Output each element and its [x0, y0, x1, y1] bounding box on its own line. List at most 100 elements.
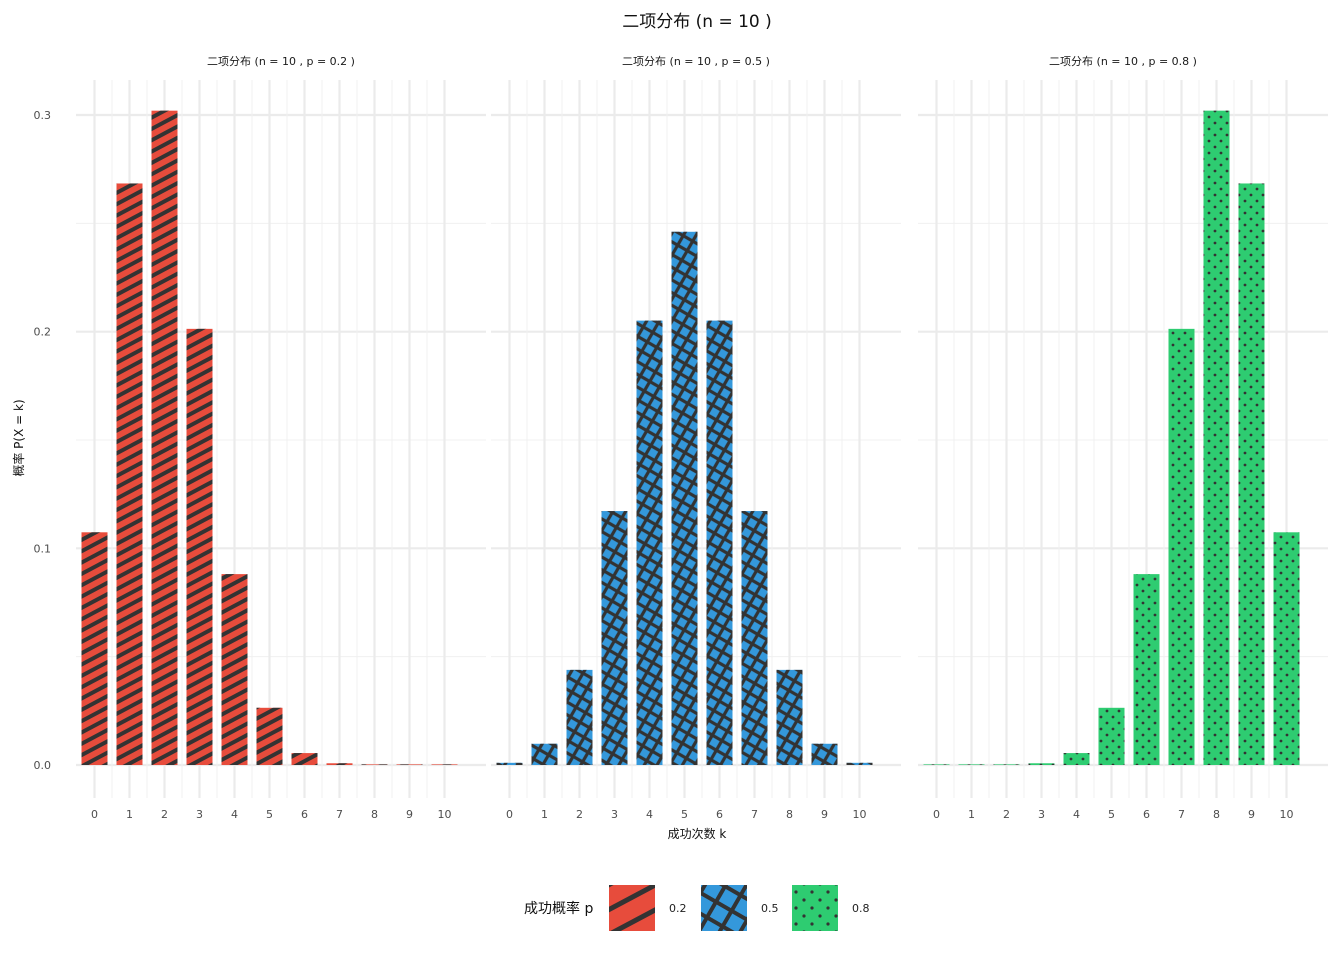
x-tick-label: 2	[161, 808, 168, 821]
bar-pattern	[993, 764, 1020, 765]
chart-title: 二项分布 (n = 10 )	[622, 12, 772, 32]
x-tick-label: 6	[1143, 808, 1150, 821]
legend-entry-label: 0.2	[669, 902, 687, 915]
bar-pattern	[496, 762, 523, 765]
grid	[918, 80, 1328, 798]
x-tick-label: 3	[196, 808, 203, 821]
x-tick-label: 8	[371, 808, 378, 821]
bar-pattern	[776, 669, 803, 765]
legend-swatch-pattern	[792, 885, 838, 931]
x-tick-label: 5	[1108, 808, 1115, 821]
x-tick-label: 7	[336, 808, 343, 821]
bar-pattern	[221, 574, 248, 765]
x-tick-label: 0	[933, 808, 940, 821]
bar-pattern	[846, 762, 873, 765]
facet-panel-1: 二项分布 (n = 10 , p = 0.2 )0 1 2 3 4 5 6 7 8 9 100.00…	[34, 55, 486, 821]
bars	[496, 231, 873, 766]
bar-pattern	[1168, 328, 1195, 765]
bar-pattern	[1063, 753, 1090, 765]
bar-pattern	[706, 320, 733, 765]
x-tick-label: 4	[231, 808, 238, 821]
x-axis-label: 成功次数 k	[668, 826, 727, 841]
bar-pattern	[396, 764, 423, 765]
legend-swatch-pattern	[609, 885, 655, 931]
bar-pattern	[116, 183, 143, 765]
bar-pattern	[256, 707, 283, 765]
legend-title: 成功概率 p	[524, 900, 593, 917]
x-tick-label: 6	[301, 808, 308, 821]
x-tick-label: 9	[1248, 808, 1255, 821]
grid	[491, 80, 901, 798]
x-tick-labels: 0 1 2 3 4 5 6 7 8 9 10	[506, 808, 867, 821]
legend-key-0.8: 0.8	[792, 885, 870, 931]
bars	[923, 110, 1300, 765]
bar-pattern	[811, 743, 838, 765]
bar-pattern	[636, 320, 663, 765]
facet-panel-2: 二项分布 (n = 10 , p = 0.5 ) 0 1 2 3 4 5 6 7 8 9 10	[491, 55, 901, 821]
x-tick-label: 2	[1003, 808, 1010, 821]
bar-pattern	[1098, 707, 1125, 765]
legend-entry-label: 0.8	[852, 902, 870, 915]
x-tick-label: 10	[1280, 808, 1294, 821]
bar-pattern	[1273, 532, 1300, 765]
x-tick-label: 9	[821, 808, 828, 821]
y-tick-label: 0.3	[34, 109, 52, 122]
x-tick-label: 7	[1178, 808, 1185, 821]
x-tick-labels: 0 1 2 3 4 5 6 7 8 9 10	[933, 808, 1294, 821]
y-tick-label: 0.2	[34, 326, 52, 339]
x-tick-label: 3	[611, 808, 618, 821]
bar-pattern	[671, 231, 698, 766]
x-tick-label: 1	[541, 808, 548, 821]
bar-pattern	[923, 764, 950, 765]
bar-pattern	[431, 764, 458, 765]
bar-pattern	[601, 511, 628, 765]
y-axis-label: 概率 P(X = k)	[11, 399, 26, 476]
legend-key-0.5: 0.5	[701, 885, 779, 931]
facet-panel-3: 二项分布 (n = 10 , p = 0.8 ) 0 1 2 3 4 5 6 7 8 9 10	[918, 55, 1328, 821]
bar-pattern	[1238, 183, 1265, 765]
x-tick-label: 6	[716, 808, 723, 821]
legend-swatch-pattern	[701, 885, 747, 931]
legend-key-0.2: 0.2	[609, 885, 687, 931]
x-tick-label: 10	[438, 808, 452, 821]
x-tick-label: 8	[1213, 808, 1220, 821]
x-tick-label: 10	[853, 808, 867, 821]
x-tick-label: 4	[646, 808, 653, 821]
x-tick-labels: 0 1 2 3 4 5 6 7 8 9 10	[91, 808, 452, 821]
x-tick-label: 9	[406, 808, 413, 821]
bar-pattern	[531, 743, 558, 765]
bar-pattern	[291, 753, 318, 765]
y-tick-labels: 0.0 0.1 0.2 0.3	[34, 109, 52, 772]
bar-pattern	[81, 532, 108, 765]
bar-pattern	[361, 764, 388, 765]
x-tick-label: 4	[1073, 808, 1080, 821]
bar-pattern	[566, 669, 593, 765]
bar-pattern	[741, 511, 768, 765]
y-tick-label: 0.1	[34, 542, 52, 555]
x-tick-label: 2	[576, 808, 583, 821]
legend-entry-label: 0.5	[761, 902, 779, 915]
x-tick-label: 8	[786, 808, 793, 821]
bar-pattern	[326, 763, 353, 765]
x-tick-label: 5	[681, 808, 688, 821]
y-tick-label: 0.0	[34, 759, 52, 772]
bar-pattern	[958, 764, 985, 765]
x-tick-label: 1	[968, 808, 975, 821]
facet-strip-label: 二项分布 (n = 10 , p = 0.2 )	[207, 55, 355, 68]
facet-strip-label: 二项分布 (n = 10 , p = 0.8 )	[1049, 55, 1197, 68]
x-tick-label: 0	[506, 808, 513, 821]
bar-pattern	[1028, 763, 1055, 765]
x-tick-label: 0	[91, 808, 98, 821]
bar-pattern	[186, 328, 213, 765]
facet-strip-label: 二项分布 (n = 10 , p = 0.5 )	[622, 55, 770, 68]
legend: 成功概率 p 0.2 0.5 0.8	[524, 885, 870, 931]
bar-pattern	[1133, 574, 1160, 765]
bars	[81, 110, 458, 765]
x-tick-label: 3	[1038, 808, 1045, 821]
x-tick-label: 5	[266, 808, 273, 821]
bar-pattern	[1203, 110, 1230, 765]
x-tick-label: 1	[126, 808, 133, 821]
bar-pattern	[151, 110, 178, 765]
facet-panels: 二项分布 (n = 10 , p = 0.2 )0 1 2 3 4 5 6 7 8 9 100.00…	[34, 55, 1328, 821]
